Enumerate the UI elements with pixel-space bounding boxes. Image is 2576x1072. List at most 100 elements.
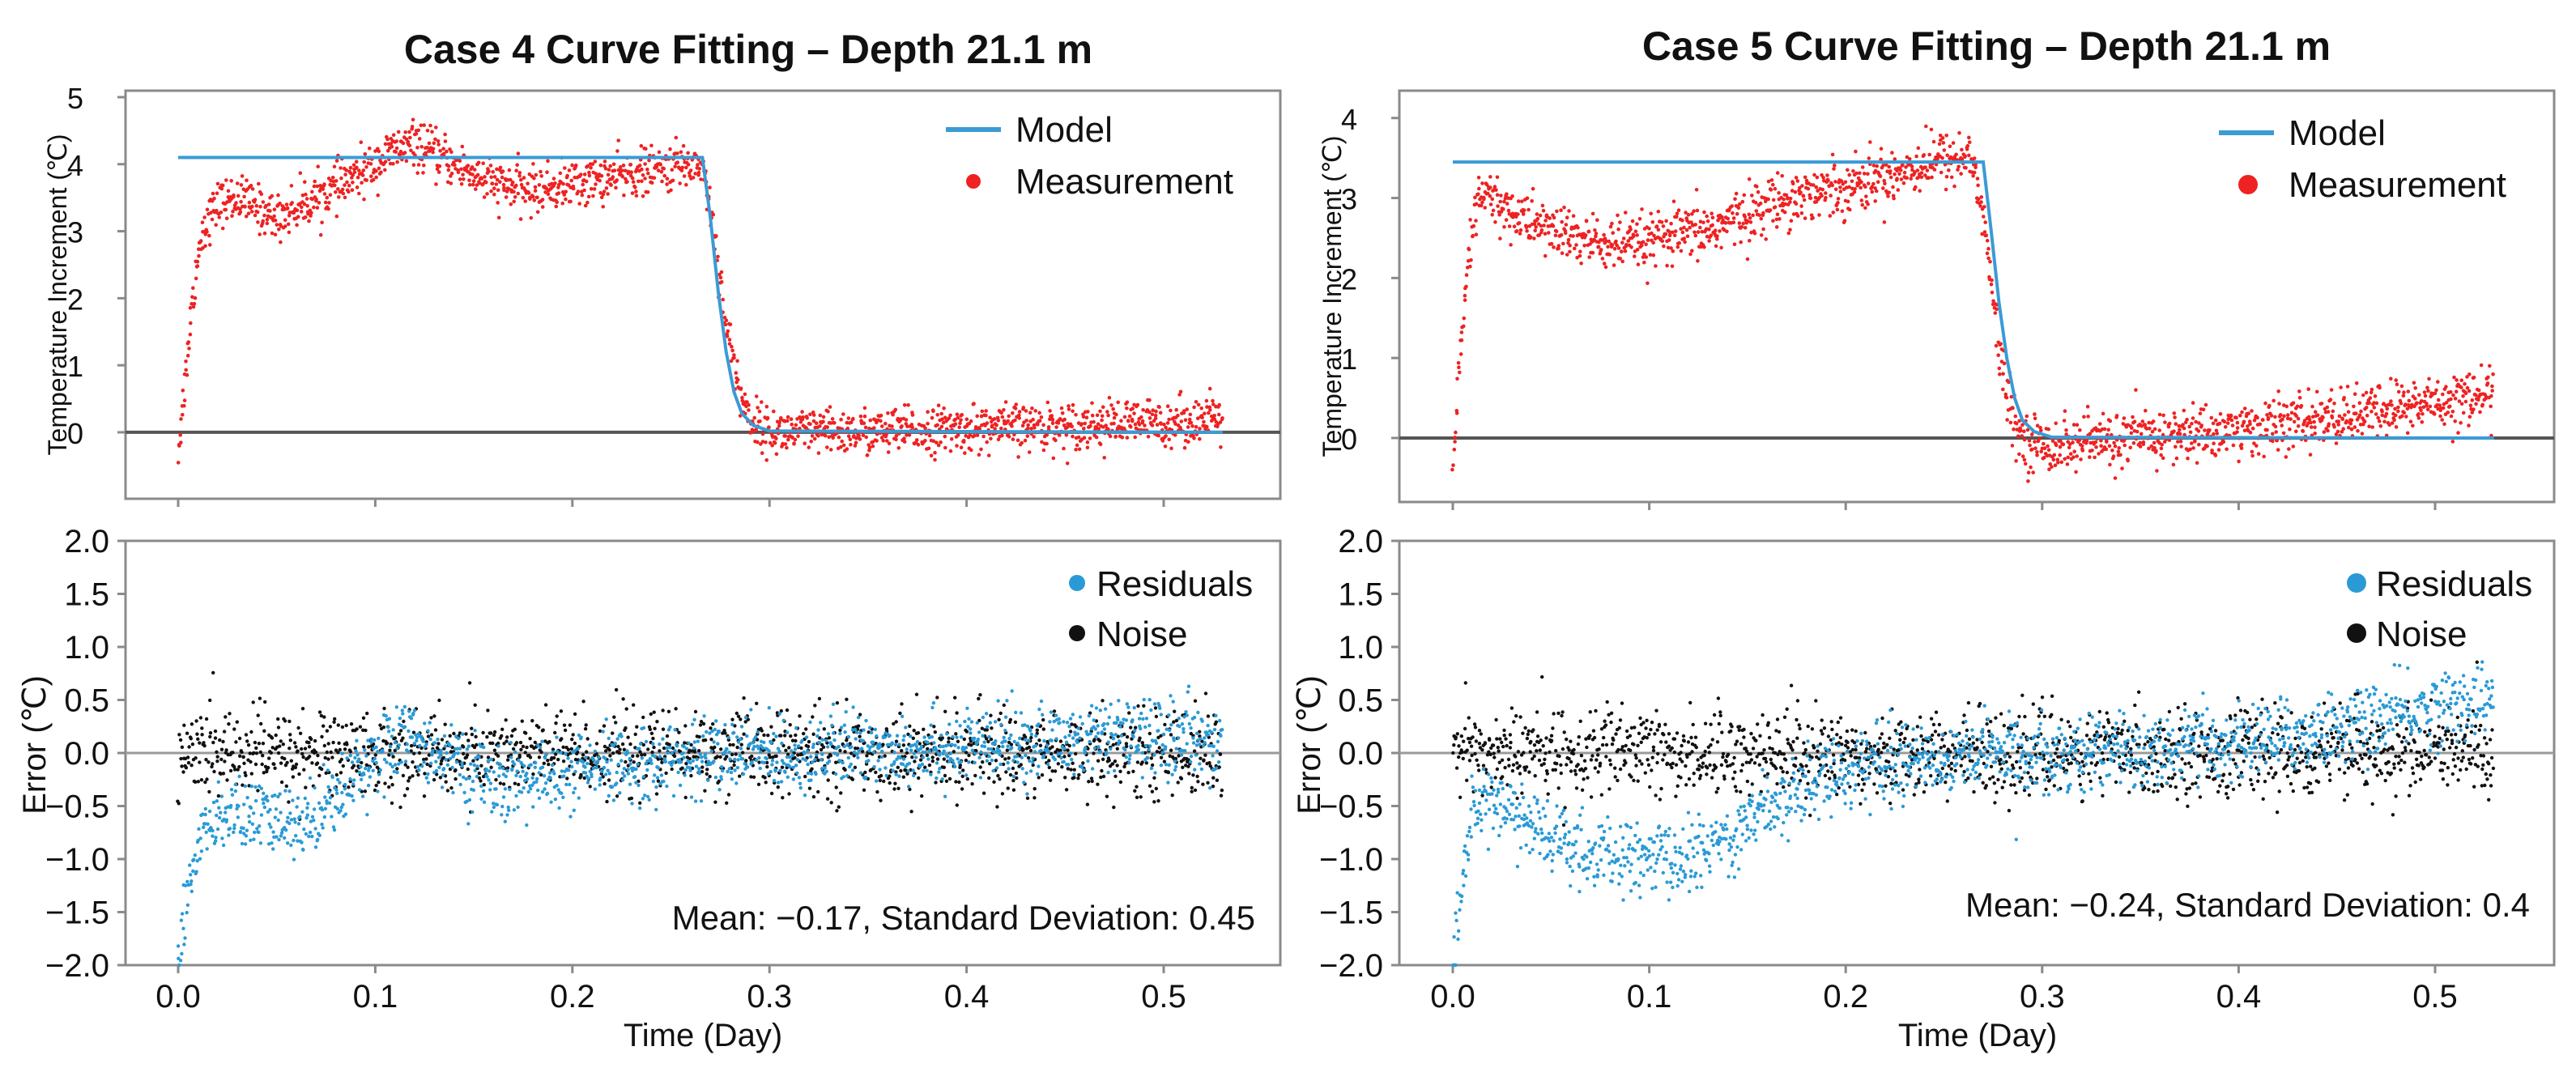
measurement-point: [1198, 437, 1202, 441]
measurement-point: [2225, 448, 2229, 452]
measurement-point: [955, 444, 959, 448]
noise-point: [522, 745, 525, 748]
measurement-point: [274, 233, 278, 237]
measurement-point: [1024, 409, 1028, 413]
noise-point: [981, 760, 984, 764]
measurement-point: [2081, 449, 2085, 453]
measurement-point: [1783, 211, 1787, 215]
measurement-point: [2411, 424, 2415, 428]
legend-label-model: Model: [1015, 110, 1113, 150]
noise-point: [320, 735, 323, 738]
measurement-point: [2115, 414, 2119, 418]
measurement-point: [357, 168, 361, 172]
measurement-point: [649, 144, 654, 148]
noise-point: [191, 742, 194, 746]
noise-point: [822, 746, 825, 749]
noise-point: [956, 740, 960, 743]
measurement-point: [2444, 385, 2448, 389]
measurement-point: [1707, 228, 1711, 232]
noise-point: [999, 712, 1003, 715]
measurement-point: [766, 416, 770, 420]
noise-point: [910, 755, 913, 759]
measurement-point: [1555, 210, 1559, 214]
measurement-point: [1980, 195, 1984, 199]
measurement-point: [1986, 252, 1990, 256]
noise-point: [725, 755, 728, 758]
measurement-point: [937, 444, 941, 448]
measurement-point: [364, 165, 368, 169]
noise-point: [895, 720, 898, 723]
measurement-point: [696, 163, 700, 167]
noise-point: [468, 681, 471, 684]
noise-point: [618, 748, 621, 751]
noise-point: [418, 751, 421, 755]
measurement-point: [577, 189, 581, 194]
measurement-point: [357, 192, 361, 196]
measurement-point: [2358, 401, 2362, 405]
measurement-point: [1151, 423, 1155, 428]
measurement-point: [2423, 390, 2427, 394]
measurement-point: [1616, 228, 1620, 232]
measurement-point: [662, 174, 666, 178]
noise-point: [212, 770, 215, 773]
measurement-point: [362, 198, 366, 202]
noise-point: [331, 741, 334, 744]
measurement-point: [515, 163, 519, 167]
measurement-point: [1141, 419, 1145, 423]
measurement-point: [1973, 171, 1977, 175]
measurement-point: [1460, 330, 1464, 334]
noise-point: [261, 754, 264, 757]
measurement-point: [329, 193, 333, 197]
measurement-point: [2117, 446, 2121, 450]
noise-point: [598, 730, 602, 733]
measurement-point: [2292, 445, 2296, 449]
measurement-point: [426, 129, 430, 133]
measurement-point: [635, 194, 639, 198]
measurement-point: [1468, 265, 1472, 269]
measurement-point: [1024, 419, 1028, 423]
noise-point: [632, 760, 636, 764]
measurement-point: [2463, 382, 2467, 386]
noise-point: [634, 733, 637, 736]
noise-point: [899, 769, 902, 772]
noise-point: [277, 725, 280, 729]
measurement-point: [290, 201, 294, 205]
measurement-point: [764, 440, 768, 445]
noise-point: [301, 755, 304, 759]
noise-point: [364, 729, 367, 732]
measurement-point: [1541, 204, 1545, 208]
noise-point: [1060, 765, 1063, 768]
noise-point: [1135, 785, 1138, 789]
measurement-point: [563, 166, 567, 170]
measurement-point: [2349, 422, 2353, 426]
noise-point: [398, 806, 402, 809]
measurement-point: [496, 189, 500, 193]
measurement-point: [1986, 239, 1990, 243]
noise-point: [249, 760, 252, 764]
noise-point: [214, 730, 217, 733]
measurement-point: [1024, 439, 1028, 443]
measurement-point: [483, 195, 487, 199]
measurement-point: [489, 176, 493, 180]
noise-point: [236, 721, 239, 724]
measurement-point: [1800, 211, 1804, 215]
noise-point: [650, 732, 654, 735]
measurement-point: [296, 209, 300, 213]
noise-point: [708, 775, 711, 778]
legend-case5-temperature: Model Measurement: [2219, 113, 2506, 205]
measurement-point: [2130, 432, 2134, 436]
measurement-point: [1725, 230, 1729, 234]
noise-point: [835, 785, 838, 789]
measurement-point: [321, 187, 326, 191]
noise-point: [398, 733, 401, 736]
measurement-point: [616, 138, 620, 143]
measurement-point: [1557, 244, 1561, 248]
measurement-point: [372, 178, 376, 182]
measurement-point: [1148, 416, 1152, 420]
measurement-point: [352, 163, 356, 167]
noise-point: [390, 776, 393, 779]
noise-point: [283, 719, 287, 722]
measurement-point: [2400, 415, 2404, 419]
measurement-point: [2353, 392, 2357, 396]
x-tick-label: 0.4: [2216, 979, 2262, 1015]
